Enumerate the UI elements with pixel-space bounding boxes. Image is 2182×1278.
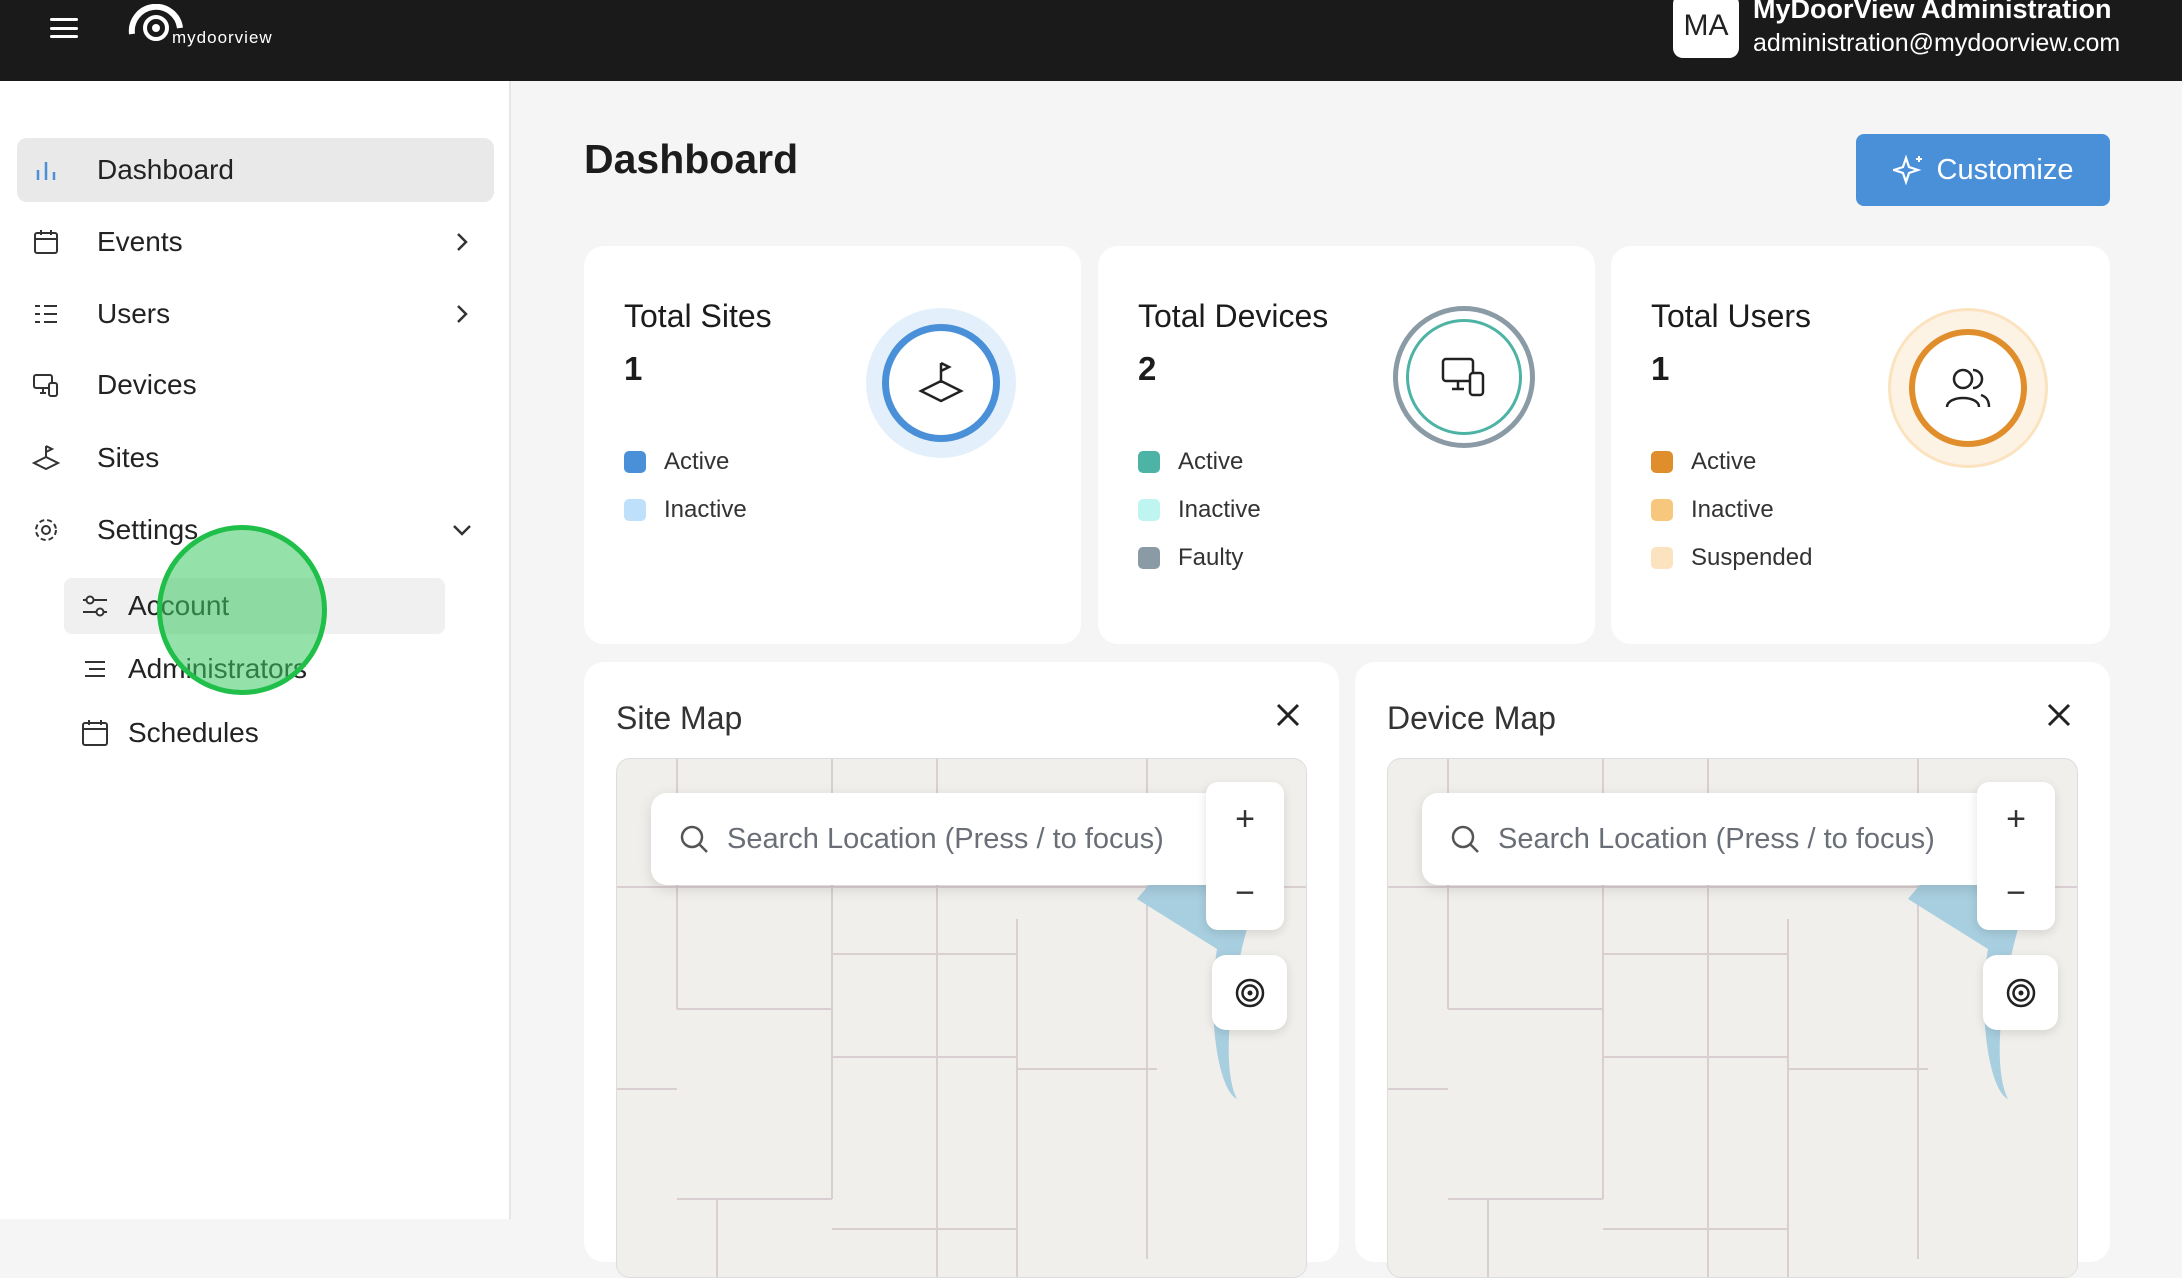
avatar[interactable]: MA xyxy=(1673,0,1739,58)
zoom-out-button[interactable]: − xyxy=(1235,874,1255,912)
sidebar-item-label: Settings xyxy=(97,514,199,545)
sparkle-icon xyxy=(1892,154,1922,186)
logo-eye-icon xyxy=(128,4,183,41)
legend-active: Active xyxy=(624,448,729,476)
users-icon xyxy=(1888,308,2048,468)
sidebar-subitem-schedules[interactable]: Schedules xyxy=(64,705,445,761)
target-icon xyxy=(2006,978,2035,1007)
total-sites-value: 1 xyxy=(624,350,643,387)
sidebar-item-sites[interactable]: Sites xyxy=(17,426,494,490)
legend-active: Active xyxy=(1651,448,1756,476)
location-search-input[interactable]: Search Location (Press / to focus) xyxy=(1422,793,1992,885)
chevron-right-icon xyxy=(457,233,468,251)
list-icon xyxy=(31,299,61,329)
page-title: Dashboard xyxy=(584,136,799,182)
search-icon xyxy=(1451,825,1479,853)
zoom-in-button[interactable]: + xyxy=(1235,800,1255,838)
locate-button[interactable] xyxy=(1212,955,1287,1030)
logo[interactable]: mydoorview xyxy=(126,2,273,52)
sidebar-item-dashboard[interactable]: Dashboard xyxy=(17,138,494,202)
target-icon xyxy=(1235,978,1264,1007)
devices-icon xyxy=(1393,306,1535,448)
legend-inactive: Inactive xyxy=(624,496,747,524)
legend-faulty: Faulty xyxy=(1138,544,1243,572)
locate-button[interactable] xyxy=(1983,955,2058,1030)
zoom-controls: + − xyxy=(1977,782,2055,930)
sidebar-item-label: Sites xyxy=(97,442,160,473)
sidebar-item-label: Dashboard xyxy=(97,154,234,185)
total-devices-card: Total Devices 2 Active Inactive Faulty xyxy=(1098,246,1595,644)
legend-inactive: Inactive xyxy=(1651,496,1774,524)
zoom-out-button[interactable]: − xyxy=(2006,874,2026,912)
site-icon xyxy=(866,308,1016,458)
list-icon xyxy=(85,661,105,677)
calendar-icon xyxy=(82,720,108,746)
devices-icon xyxy=(31,370,61,400)
device-map[interactable]: Search Location (Press / to focus) + − xyxy=(1387,758,2078,1278)
device-map-card: Device Map Search Location (Press / to f… xyxy=(1355,662,2110,1278)
legend-suspended: Suspended xyxy=(1651,544,1812,572)
legend-inactive: Inactive xyxy=(1138,496,1261,524)
chevron-right-icon xyxy=(457,305,468,323)
site-icon xyxy=(31,443,61,473)
user-email: administration@mydoorview.com xyxy=(1753,29,2121,57)
chevron-down-icon xyxy=(453,525,471,536)
close-icon[interactable] xyxy=(1275,702,1301,728)
sidebar-item-settings[interactable]: Settings xyxy=(17,498,494,562)
top-bar: mydoorview MA MyDoorView Administration … xyxy=(0,0,2182,81)
zoom-in-button[interactable]: + xyxy=(2006,800,2026,838)
sidebar-item-label: Events xyxy=(97,226,183,257)
bar-chart-icon xyxy=(31,155,61,185)
sidebar-item-users[interactable]: Users xyxy=(17,282,494,346)
sidebar-item-label: Schedules xyxy=(128,717,259,748)
calendar-icon xyxy=(31,227,61,257)
total-sites-card: Total Sites 1 Active Inactive xyxy=(584,246,1081,644)
menu-icon[interactable] xyxy=(50,16,78,40)
gear-icon xyxy=(31,515,61,545)
total-users-card: Total Users 1 Active Inactive Suspended xyxy=(1611,246,2110,644)
customize-button[interactable]: Customize xyxy=(1856,134,2110,206)
total-devices-value: 2 xyxy=(1138,350,1157,387)
site-map[interactable]: Search Location (Press / to focus) + − xyxy=(616,758,1307,1278)
sliders-icon xyxy=(83,595,107,617)
site-map-card: Site Map Search Location (Press / to foc… xyxy=(584,662,1339,1278)
sidebar-item-label: Users xyxy=(97,298,171,329)
click-indicator xyxy=(157,525,327,695)
close-icon[interactable] xyxy=(2046,702,2072,728)
zoom-controls: + − xyxy=(1206,782,1284,930)
total-users-value: 1 xyxy=(1651,350,1670,387)
search-icon xyxy=(680,825,708,853)
location-search-input[interactable]: Search Location (Press / to focus) xyxy=(651,793,1221,885)
sidebar-item-label: Devices xyxy=(97,369,197,400)
user-name: MyDoorView Administration xyxy=(1753,0,2112,24)
sidebar-item-devices[interactable]: Devices xyxy=(17,353,494,417)
legend-active: Active xyxy=(1138,448,1243,476)
sidebar-item-events[interactable]: Events xyxy=(17,210,494,274)
